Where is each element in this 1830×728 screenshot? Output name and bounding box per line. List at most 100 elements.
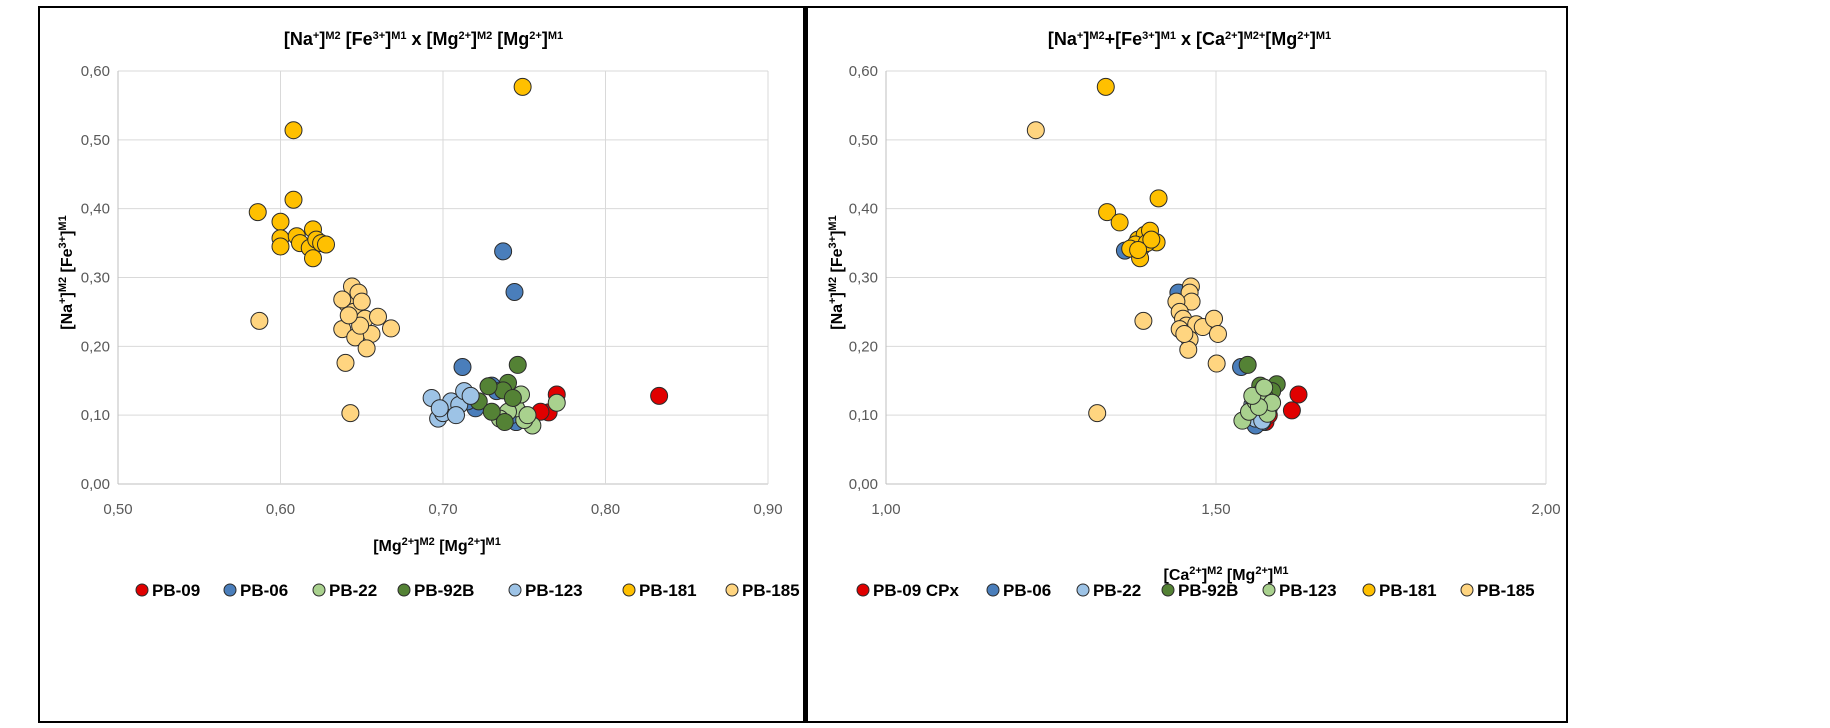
legend-item: PB-92B bbox=[397, 581, 474, 600]
y-tick-label: 0,50 bbox=[81, 132, 110, 149]
data-point bbox=[339, 306, 358, 325]
data-point bbox=[508, 355, 527, 374]
y-tick-label: 0,30 bbox=[81, 270, 110, 287]
data-point bbox=[1208, 324, 1227, 343]
data-point bbox=[1088, 404, 1107, 423]
series-pb-185 bbox=[250, 277, 400, 423]
legend-label: PB-92B bbox=[1178, 581, 1238, 600]
data-point bbox=[430, 399, 449, 418]
y-tick-label: 0,10 bbox=[849, 407, 878, 424]
data-point bbox=[503, 388, 522, 407]
data-point bbox=[284, 121, 303, 140]
data-point bbox=[1129, 240, 1148, 259]
chart-right: 0,00 0,10 0,20 0,30 0,40 0,50 0,60 1,00 1,50 2,00… bbox=[805, 6, 1568, 723]
legend-item: PB-181 bbox=[622, 581, 697, 600]
data-point bbox=[1175, 324, 1194, 343]
data-point bbox=[333, 290, 352, 309]
legend-label: PB-09 bbox=[152, 581, 200, 600]
y-tick-label: 0,50 bbox=[849, 132, 878, 149]
data-point bbox=[447, 406, 465, 425]
legend-marker bbox=[397, 583, 411, 597]
legend-marker bbox=[986, 583, 1000, 597]
y-tick-label: 0,30 bbox=[849, 270, 878, 287]
data-point bbox=[482, 402, 501, 421]
data-point bbox=[1238, 355, 1257, 374]
data-point bbox=[336, 353, 355, 372]
data-point bbox=[495, 413, 514, 432]
data-point bbox=[505, 282, 524, 301]
legend-item: PB-06 bbox=[223, 581, 288, 600]
legend-item: PB-09 CPx bbox=[856, 581, 960, 600]
data-point bbox=[547, 393, 566, 412]
x-tick-label: 0,50 bbox=[103, 501, 132, 518]
data-point bbox=[1205, 309, 1224, 328]
data-point bbox=[382, 319, 400, 338]
x-tick-label: 0,90 bbox=[753, 501, 782, 518]
legend-item: PB-22 bbox=[1076, 581, 1141, 600]
x-tick-label: 1,00 bbox=[871, 501, 900, 518]
data-point bbox=[271, 237, 290, 256]
legend-item: PB-09 bbox=[135, 581, 200, 600]
chart-title: [Na+]M2+[Fe3+]M1 x [Ca2+]M2+[Mg2+]M1 bbox=[1048, 29, 1331, 49]
chart-right-svg: 0,00 0,10 0,20 0,30 0,40 0,50 0,60 1,00 1,50 2,00… bbox=[827, 29, 1561, 600]
data-point bbox=[1098, 203, 1117, 222]
data-point bbox=[453, 357, 472, 376]
legend-label: PB-123 bbox=[1279, 581, 1337, 600]
y-tick-label: 0,20 bbox=[849, 338, 878, 355]
legend-item: PB-22 bbox=[312, 581, 377, 600]
legend-item: PB-06 bbox=[986, 581, 1051, 600]
y-axis-label: [Na+]M2 [Fe3+]M1 bbox=[57, 215, 76, 329]
data-point bbox=[1149, 189, 1168, 208]
legend-marker bbox=[1161, 583, 1175, 597]
legend-marker bbox=[1262, 583, 1276, 597]
x-axis-label: [Ca2+]M2 [Mg2+]M1 bbox=[1164, 565, 1289, 584]
y-tick-label: 0,40 bbox=[81, 201, 110, 218]
chart-left: 0,00 0,10 0,20 0,30 0,40 0,50 0,60 0,50 0,60 0,70… bbox=[38, 6, 805, 723]
legend-marker bbox=[508, 583, 522, 597]
series-pb-181 bbox=[1096, 77, 1168, 268]
legend-label: PB-22 bbox=[329, 581, 377, 600]
legend-item: PB-181 bbox=[1362, 581, 1437, 600]
legend-marker bbox=[1076, 583, 1090, 597]
legend-item: PB-123 bbox=[1262, 581, 1337, 600]
chart-title: [Na+]M2 [Fe3+]M1 x [Mg2+]M2 [Mg2+]M1 bbox=[284, 29, 563, 49]
x-tick-label: 0,60 bbox=[266, 501, 295, 518]
data-point bbox=[518, 406, 537, 425]
x-tick-label: 0,80 bbox=[591, 501, 620, 518]
legend-label: PB-181 bbox=[1379, 581, 1437, 600]
data-point bbox=[1289, 385, 1308, 404]
data-point bbox=[369, 307, 387, 326]
x-tick-label: 0,70 bbox=[428, 501, 457, 518]
chart-left-svg: 0,00 0,10 0,20 0,30 0,40 0,50 0,60 0,50 0,60 0,70… bbox=[57, 29, 800, 600]
y-tick-label: 0,00 bbox=[849, 476, 878, 493]
data-point bbox=[1142, 230, 1161, 249]
legend-label: PB-09 CPx bbox=[873, 581, 960, 600]
y-axis-label: [Na+]M2 [Fe3+]M1 bbox=[827, 215, 846, 329]
data-point bbox=[304, 249, 322, 268]
data-point bbox=[271, 212, 290, 231]
legend-marker bbox=[135, 583, 149, 597]
legend-label: PB-92B bbox=[414, 581, 474, 600]
data-point bbox=[1207, 354, 1226, 373]
x-tick-label: 2,00 bbox=[1531, 501, 1560, 518]
legend-label: PB-06 bbox=[1003, 581, 1051, 600]
legend-label: PB-185 bbox=[1477, 581, 1535, 600]
legend-marker bbox=[1460, 583, 1474, 597]
data-point bbox=[1026, 121, 1045, 140]
legend: PB-09 PB-06 PB-22 PB-92B PB-123 PB-181 PB-185 bbox=[135, 581, 800, 600]
series-pb-123 bbox=[422, 382, 480, 428]
legend-item: PB-185 bbox=[1460, 581, 1535, 600]
legend-marker bbox=[725, 583, 739, 597]
series-pb-92b bbox=[469, 355, 527, 432]
legend-label: PB-123 bbox=[525, 581, 583, 600]
series-pb-185 bbox=[1026, 121, 1227, 423]
legend-label: PB-185 bbox=[742, 581, 800, 600]
data-point bbox=[341, 404, 360, 423]
data-point bbox=[1282, 401, 1301, 420]
legend-marker bbox=[622, 583, 636, 597]
legend: PB-09 CPx PB-06 PB-22 PB-92B PB-123 PB-181 PB-… bbox=[856, 581, 1535, 600]
legend-item: PB-185 bbox=[725, 581, 800, 600]
legend-marker bbox=[223, 583, 237, 597]
data-point bbox=[650, 386, 669, 405]
legend-marker bbox=[312, 583, 326, 597]
